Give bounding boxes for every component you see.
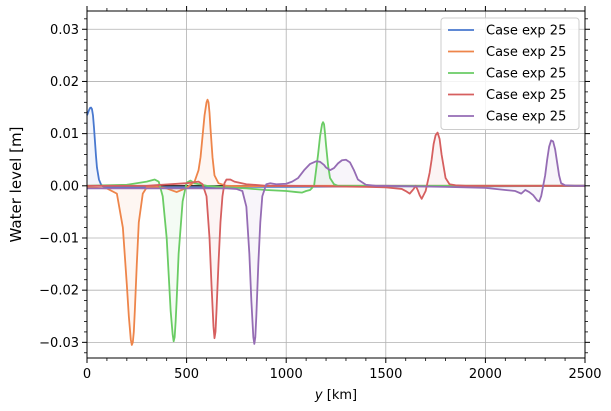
series-2-line — [86, 98, 585, 346]
y-tick-label: −0.02 — [39, 284, 79, 299]
x-tick-label: 1500 — [369, 367, 402, 382]
series-fills — [87, 99, 585, 345]
y-tick-label: −0.03 — [39, 336, 79, 351]
x-tick-label: 500 — [174, 367, 199, 382]
legend-label: Case exp 25 — [486, 45, 566, 60]
y-tick-label: 0.03 — [50, 23, 79, 38]
x-axis-variable: y — [314, 388, 323, 403]
legend: Case exp 25 Case exp 25 Case exp 25 Case ex… — [440, 17, 580, 130]
legend-label: Case exp 25 — [486, 88, 566, 103]
y-tick-label: 0.01 — [50, 127, 79, 142]
x-tick-label: 0 — [83, 367, 91, 382]
series-4-line — [87, 131, 585, 340]
series-5-fill — [87, 140, 585, 344]
series-4-fill — [87, 132, 585, 339]
legend-label: Case exp 25 — [486, 67, 566, 82]
y-tick-label: 0.02 — [50, 75, 79, 90]
x-axis-unit: [km] — [323, 388, 357, 403]
y-tick-label: −0.01 — [39, 231, 79, 246]
legend-label: Case exp 25 — [486, 24, 566, 39]
y-axis-title: Water level [m] — [7, 127, 25, 243]
axis-ticks: 0 500 1000 1500 2000 2500 −0.03 −0.02 −0.01 0.00 0… — [39, 6, 602, 382]
x-axis-title: y [km] — [314, 388, 357, 403]
plot-frame — [86, 10, 586, 359]
x-tick-label: 2000 — [469, 367, 502, 382]
series-2-fill — [87, 99, 585, 345]
series-lines — [86, 98, 586, 346]
series-5-line — [87, 139, 585, 345]
series-3-fill — [87, 122, 585, 342]
x-tick-label: 1000 — [270, 367, 303, 382]
legend-box — [440, 17, 580, 130]
y-tick-label: 0.00 — [50, 179, 79, 194]
legend-label: Case exp 25 — [486, 110, 566, 125]
x-tick-label: 2500 — [568, 367, 601, 382]
series-3-line — [86, 121, 585, 343]
